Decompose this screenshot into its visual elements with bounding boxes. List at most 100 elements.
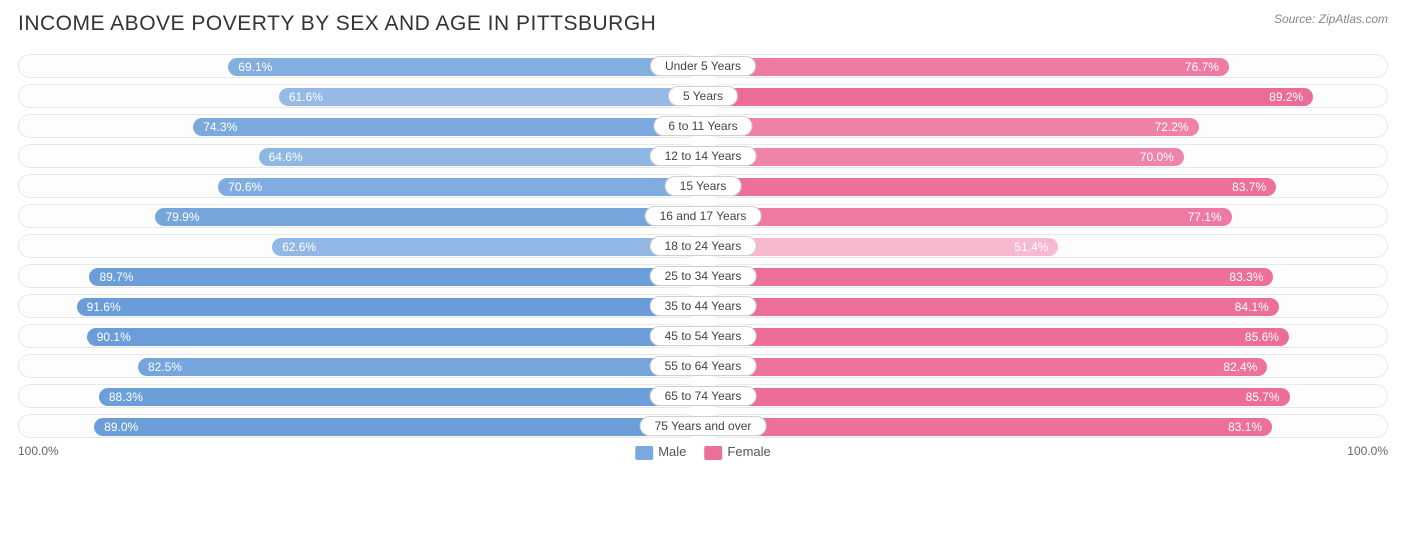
male-track: 69.1% <box>18 54 698 78</box>
male-value-label: 64.6% <box>259 148 313 166</box>
category-pill: 65 to 74 Years <box>650 386 757 406</box>
female-value-label: 72.2% <box>1145 118 1199 136</box>
male-bar: 90.1% <box>87 328 694 346</box>
female-value-label: 84.1% <box>1225 298 1279 316</box>
female-bar: 70.0% <box>712 148 1184 166</box>
male-track: 89.7% <box>18 264 698 288</box>
female-value-label: 89.2% <box>1259 88 1313 106</box>
male-track: 62.6% <box>18 234 698 258</box>
male-track: 82.5% <box>18 354 698 378</box>
female-value-label: 82.4% <box>1213 358 1267 376</box>
x-axis: 100.0% Male Female 100.0% <box>18 444 1388 458</box>
female-bar: 83.7% <box>712 178 1276 196</box>
female-track: 83.1% <box>708 414 1388 438</box>
category-pill: 5 Years <box>668 86 738 106</box>
male-value-label: 88.3% <box>99 388 153 406</box>
female-track: 85.6% <box>708 324 1388 348</box>
category-pill: 15 Years <box>665 176 742 196</box>
chart-row: 74.3% 72.2% 6 to 11 Years <box>18 114 1388 138</box>
male-bar: 64.6% <box>259 148 694 166</box>
category-pill: 6 to 11 Years <box>653 116 752 136</box>
female-value-label: 85.6% <box>1235 328 1289 346</box>
male-track: 89.0% <box>18 414 698 438</box>
male-swatch-icon <box>635 446 653 460</box>
male-track: 79.9% <box>18 204 698 228</box>
male-track: 88.3% <box>18 384 698 408</box>
female-track: 83.3% <box>708 264 1388 288</box>
female-bar: 85.6% <box>712 328 1289 346</box>
female-value-label: 77.1% <box>1178 208 1232 226</box>
header: INCOME ABOVE POVERTY BY SEX AND AGE IN P… <box>18 12 1388 36</box>
category-pill: 75 Years and over <box>640 416 767 436</box>
female-track: 77.1% <box>708 204 1388 228</box>
female-value-label: 85.7% <box>1236 388 1290 406</box>
chart-title: INCOME ABOVE POVERTY BY SEX AND AGE IN P… <box>18 12 656 36</box>
category-pill: 45 to 54 Years <box>650 326 757 346</box>
chart-row: 79.9% 77.1% 16 and 17 Years <box>18 204 1388 228</box>
female-value-label: 76.7% <box>1175 58 1229 76</box>
category-pill: 18 to 24 Years <box>650 236 757 256</box>
category-pill: 25 to 34 Years <box>650 266 757 286</box>
male-value-label: 74.3% <box>193 118 247 136</box>
male-value-label: 89.0% <box>94 418 148 436</box>
chart-row: 89.7% 83.3% 25 to 34 Years <box>18 264 1388 288</box>
category-pill: 12 to 14 Years <box>650 146 757 166</box>
female-track: 85.7% <box>708 384 1388 408</box>
chart-row: 62.6% 51.4%18 to 24 Years <box>18 234 1388 258</box>
female-bar: 83.3% <box>712 268 1273 286</box>
chart-row: 64.6% 70.0% 12 to 14 Years <box>18 144 1388 168</box>
chart-row: 61.6% 89.2% 5 Years <box>18 84 1388 108</box>
male-track: 61.6% <box>18 84 698 108</box>
axis-right-label: 100.0% <box>1347 444 1388 458</box>
female-track: 70.0% <box>708 144 1388 168</box>
category-pill: Under 5 Years <box>650 56 756 76</box>
male-bar: 62.6% <box>272 238 694 256</box>
category-pill: 35 to 44 Years <box>650 296 757 316</box>
male-value-label: 79.9% <box>155 208 209 226</box>
male-value-label: 89.7% <box>89 268 143 286</box>
female-swatch-icon <box>704 446 722 460</box>
male-value-label: 69.1% <box>228 58 282 76</box>
legend: Male Female <box>635 444 771 460</box>
male-value-label: 91.6% <box>77 298 131 316</box>
male-bar: 74.3% <box>193 118 694 136</box>
female-track: 82.4% <box>708 354 1388 378</box>
female-bar: 77.1% <box>712 208 1232 226</box>
axis-left-label: 100.0% <box>18 444 59 458</box>
female-bar: 72.2% <box>712 118 1199 136</box>
female-value-label: 83.1% <box>1218 418 1272 436</box>
female-bar: 82.4% <box>712 358 1267 376</box>
male-bar: 70.6% <box>218 178 694 196</box>
male-track: 64.6% <box>18 144 698 168</box>
female-value-label: 83.3% <box>1219 268 1273 286</box>
female-track: 76.7% <box>708 54 1388 78</box>
male-bar: 82.5% <box>138 358 694 376</box>
female-bar: 76.7% <box>712 58 1229 76</box>
legend-female-label: Female <box>727 444 770 459</box>
chart-row: 69.1% 76.7% Under 5 Years <box>18 54 1388 78</box>
chart-row: 82.5% 82.4% 55 to 64 Years <box>18 354 1388 378</box>
male-track: 91.6% <box>18 294 698 318</box>
male-bar: 89.0% <box>94 418 694 436</box>
male-value-label: 70.6% <box>218 178 272 196</box>
male-bar: 79.9% <box>155 208 694 226</box>
female-bar: 51.4% <box>712 238 1058 256</box>
category-pill: 16 and 17 Years <box>645 206 762 226</box>
category-pill: 55 to 64 Years <box>650 356 757 376</box>
chart-row: 70.6% 83.7% 15 Years <box>18 174 1388 198</box>
female-bar: 89.2% <box>712 88 1313 106</box>
chart-row: 90.1% 85.6% 45 to 54 Years <box>18 324 1388 348</box>
male-value-label: 61.6% <box>279 88 333 106</box>
female-track: 51.4% <box>708 234 1388 258</box>
male-track: 74.3% <box>18 114 698 138</box>
chart-row: 88.3% 85.7% 65 to 74 Years <box>18 384 1388 408</box>
male-track: 90.1% <box>18 324 698 348</box>
legend-item-female: Female <box>704 444 770 460</box>
female-track: 84.1% <box>708 294 1388 318</box>
male-bar: 69.1% <box>228 58 694 76</box>
female-track: 83.7% <box>708 174 1388 198</box>
female-value-label: 83.7% <box>1222 178 1276 196</box>
female-bar: 84.1% <box>712 298 1279 316</box>
female-value-label: 70.0% <box>1130 148 1184 166</box>
legend-male-label: Male <box>658 444 686 459</box>
